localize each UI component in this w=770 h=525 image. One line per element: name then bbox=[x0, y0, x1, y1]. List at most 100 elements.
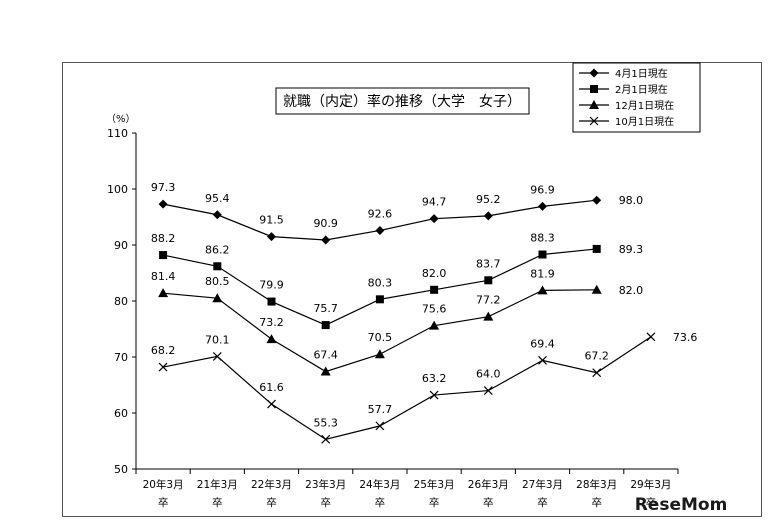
data-point bbox=[429, 214, 439, 224]
legend-marker bbox=[589, 116, 599, 126]
data-label: 68.2 bbox=[151, 344, 176, 357]
data-label: 98.0 bbox=[619, 194, 644, 207]
data-label: 80.3 bbox=[368, 276, 393, 289]
data-point bbox=[158, 288, 169, 298]
data-point bbox=[592, 368, 602, 378]
data-label: 55.3 bbox=[313, 416, 338, 429]
legend-label: 10月1日現在 bbox=[615, 116, 674, 128]
data-label: 89.3 bbox=[619, 243, 644, 256]
data-label: 57.7 bbox=[368, 403, 393, 416]
data-point bbox=[592, 195, 602, 205]
data-point bbox=[212, 352, 222, 361]
data-point bbox=[430, 285, 439, 294]
y-tick-label: 50 bbox=[114, 463, 128, 476]
data-label: 88.2 bbox=[151, 232, 176, 245]
data-label: 70.1 bbox=[205, 333, 230, 346]
x-tick-label: 24年3月 bbox=[359, 478, 400, 491]
data-point bbox=[375, 225, 385, 235]
chart-title: 就職（内定）率の推移（大学 女子） bbox=[283, 93, 521, 110]
data-label: 95.4 bbox=[205, 192, 230, 205]
series-layer bbox=[158, 195, 656, 444]
data-point bbox=[321, 321, 330, 330]
data-point bbox=[591, 284, 602, 294]
x-tick-label: 27年3月 bbox=[522, 478, 563, 491]
y-tick-label: 100 bbox=[107, 183, 128, 196]
data-label: 67.4 bbox=[313, 349, 338, 362]
x-tick-label-suffix: 卒 bbox=[375, 496, 386, 509]
data-point bbox=[483, 211, 493, 221]
data-label: 61.6 bbox=[259, 381, 284, 394]
series-line bbox=[162, 336, 652, 440]
data-point bbox=[158, 362, 168, 372]
data-point bbox=[429, 320, 440, 330]
data-label: 67.2 bbox=[584, 350, 609, 363]
x-tick-label-suffix: 卒 bbox=[212, 496, 223, 509]
data-label: 95.2 bbox=[476, 193, 501, 206]
x-tick-label-suffix: 卒 bbox=[320, 496, 331, 509]
x-tick-label-suffix: 卒 bbox=[429, 496, 440, 509]
y-tick-label: 80 bbox=[114, 295, 128, 308]
y-tick-label: 70 bbox=[114, 351, 128, 364]
data-point bbox=[320, 366, 331, 376]
data-point bbox=[538, 250, 547, 259]
data-point bbox=[267, 399, 276, 409]
x-tick-label-suffix: 卒 bbox=[646, 496, 657, 509]
legend-label: 4月1日現在 bbox=[615, 68, 668, 80]
data-point bbox=[267, 297, 276, 306]
data-point bbox=[538, 201, 547, 211]
x-tick-label: 23年3月 bbox=[305, 478, 346, 491]
data-labels-layer: 97.3 95.4 91.5 90.9 92.6 94.7 95.2 96.9 98.0 88.2… bbox=[151, 181, 698, 429]
data-point bbox=[374, 349, 385, 359]
data-label: 80.5 bbox=[205, 275, 230, 288]
legend-label: 12月1日現在 bbox=[615, 100, 674, 112]
data-label: 81.4 bbox=[151, 270, 176, 283]
y-axis-unit-label: （%） bbox=[106, 113, 136, 125]
data-point bbox=[483, 311, 494, 321]
data-label: 69.4 bbox=[530, 337, 555, 350]
data-label: 70.5 bbox=[368, 331, 393, 344]
x-tick-label: 20年3月 bbox=[143, 478, 184, 491]
data-point bbox=[321, 235, 331, 245]
data-label: 81.9 bbox=[530, 267, 555, 280]
x-tick-label: 21年3月 bbox=[197, 478, 238, 491]
data-label: 86.2 bbox=[205, 243, 230, 256]
data-point bbox=[646, 332, 656, 342]
legend-label: 2月1日現在 bbox=[615, 84, 668, 96]
data-point bbox=[213, 262, 222, 271]
data-label: 97.3 bbox=[151, 181, 176, 194]
data-point bbox=[538, 355, 547, 365]
data-point bbox=[159, 251, 168, 260]
data-label: 75.7 bbox=[313, 302, 338, 315]
data-label: 92.6 bbox=[368, 207, 393, 220]
x-tick-label-suffix: 卒 bbox=[483, 496, 494, 509]
data-label: 88.3 bbox=[530, 232, 555, 245]
data-label: 94.7 bbox=[422, 196, 447, 209]
data-point bbox=[484, 276, 493, 285]
chart-frame bbox=[62, 62, 762, 517]
data-point bbox=[483, 386, 493, 396]
legend-marker bbox=[590, 85, 598, 93]
x-tick-label: 25年3月 bbox=[414, 478, 455, 491]
data-point bbox=[429, 390, 439, 400]
data-label: 96.9 bbox=[530, 183, 555, 196]
x-tick-label-suffix: 卒 bbox=[537, 496, 548, 509]
data-label: 82.0 bbox=[422, 267, 447, 280]
y-tick-label: 110 bbox=[107, 127, 128, 140]
legend-marker bbox=[589, 100, 599, 109]
watermark-logo: ReseMom bbox=[635, 495, 728, 515]
data-label: 64.0 bbox=[476, 368, 501, 381]
data-point bbox=[537, 285, 548, 295]
x-tick-label: 29年3月 bbox=[630, 478, 671, 491]
data-label: 77.2 bbox=[476, 294, 501, 307]
legend-marker bbox=[589, 68, 599, 78]
y-tick-label: 60 bbox=[114, 407, 128, 420]
x-tick-label: 28年3月 bbox=[576, 478, 617, 491]
data-label: 79.9 bbox=[259, 279, 284, 292]
data-point bbox=[321, 434, 331, 444]
x-tick-label-suffix: 卒 bbox=[266, 496, 277, 509]
legend: 4月1日現在 2月1日現在 12月1日現在 10月1日現在 bbox=[572, 62, 701, 133]
data-label: 73.2 bbox=[259, 316, 284, 329]
data-point bbox=[212, 210, 222, 220]
